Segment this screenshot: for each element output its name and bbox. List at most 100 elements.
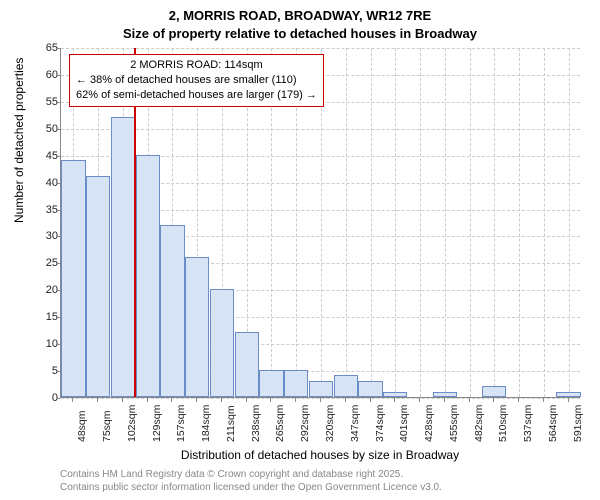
x-tick-mark	[518, 398, 519, 402]
y-tick-mark	[56, 371, 60, 372]
x-tick-label: 102sqm	[126, 405, 138, 442]
x-tick-label: 374sqm	[374, 405, 386, 442]
x-tick-mark	[196, 398, 197, 402]
bar	[86, 176, 110, 397]
bar	[383, 392, 407, 397]
bar	[334, 375, 358, 397]
gridline-v	[519, 48, 520, 397]
y-tick-mark	[56, 102, 60, 103]
y-tick-label: 55	[38, 96, 58, 108]
y-tick-mark	[56, 156, 60, 157]
y-tick-mark	[56, 398, 60, 399]
y-tick-label: 65	[38, 42, 58, 54]
y-tick-mark	[56, 317, 60, 318]
y-tick-mark	[56, 48, 60, 49]
x-tick-mark	[72, 398, 73, 402]
y-tick-mark	[56, 210, 60, 211]
callout-line-1: 2 MORRIS ROAD: 114sqm	[76, 58, 317, 73]
x-tick-label: 238sqm	[250, 405, 262, 442]
y-tick-label: 45	[38, 150, 58, 162]
x-tick-mark	[543, 398, 544, 402]
x-tick-label: 265sqm	[274, 405, 286, 442]
x-tick-mark	[97, 398, 98, 402]
bar	[160, 225, 184, 397]
y-tick-mark	[56, 129, 60, 130]
y-tick-label: 40	[38, 177, 58, 189]
y-tick-label: 60	[38, 69, 58, 81]
gridline-v	[494, 48, 495, 397]
bar	[259, 370, 283, 397]
gridline-v	[420, 48, 421, 397]
y-tick-label: 15	[38, 311, 58, 323]
x-tick-label: 510sqm	[497, 405, 509, 442]
x-tick-label: 292sqm	[299, 405, 311, 442]
y-tick-label: 30	[38, 230, 58, 242]
x-tick-mark	[122, 398, 123, 402]
y-tick-label: 20	[38, 284, 58, 296]
callout-line-3: 62% of semi-detached houses are larger (…	[76, 88, 317, 103]
x-tick-label: 184sqm	[200, 405, 212, 442]
bar	[284, 370, 308, 397]
x-tick-label: 347sqm	[349, 405, 361, 442]
x-tick-label: 455sqm	[448, 405, 460, 442]
x-tick-mark	[370, 398, 371, 402]
x-tick-label: 401sqm	[398, 405, 410, 442]
y-axis-label: Number of detached properties	[12, 58, 26, 223]
x-tick-label: 482sqm	[473, 405, 485, 442]
x-tick-label: 564sqm	[547, 405, 559, 442]
chart-title-line-1: 2, MORRIS ROAD, BROADWAY, WR12 7RE	[0, 8, 600, 23]
y-tick-mark	[56, 344, 60, 345]
y-tick-label: 5	[38, 365, 58, 377]
x-axis-label: Distribution of detached houses by size …	[60, 448, 580, 462]
x-tick-label: 75sqm	[101, 410, 113, 442]
x-tick-mark	[493, 398, 494, 402]
x-tick-label: 537sqm	[522, 405, 534, 442]
chart-container: 2, MORRIS ROAD, BROADWAY, WR12 7RE Size …	[0, 0, 600, 500]
y-tick-mark	[56, 183, 60, 184]
y-tick-label: 35	[38, 204, 58, 216]
y-tick-mark	[56, 263, 60, 264]
gridline-v	[445, 48, 446, 397]
bar	[482, 386, 506, 397]
x-tick-label: 211sqm	[225, 405, 237, 442]
bar	[358, 381, 382, 397]
x-tick-mark	[246, 398, 247, 402]
gridline-v	[371, 48, 372, 397]
x-tick-label: 157sqm	[175, 405, 187, 442]
gridline-v	[569, 48, 570, 397]
bar	[433, 392, 457, 397]
callout-line-2: ← 38% of detached houses are smaller (11…	[76, 73, 317, 88]
x-tick-mark	[419, 398, 420, 402]
y-tick-mark	[56, 290, 60, 291]
gridline-v	[470, 48, 471, 397]
bar	[185, 257, 209, 397]
x-tick-label: 428sqm	[423, 405, 435, 442]
x-tick-mark	[270, 398, 271, 402]
y-tick-label: 25	[38, 257, 58, 269]
bar	[61, 160, 85, 397]
x-tick-mark	[444, 398, 445, 402]
attribution-text: Contains HM Land Registry data © Crown c…	[60, 468, 442, 494]
x-tick-mark	[568, 398, 569, 402]
attribution-line-1: Contains HM Land Registry data © Crown c…	[60, 468, 442, 481]
gridline-v	[346, 48, 347, 397]
chart-title-line-2: Size of property relative to detached ho…	[0, 26, 600, 41]
x-tick-mark	[345, 398, 346, 402]
plot-area: 2 MORRIS ROAD: 114sqm← 38% of detached h…	[60, 48, 580, 398]
bar	[136, 155, 160, 397]
x-tick-label: 320sqm	[324, 405, 336, 442]
y-tick-mark	[56, 75, 60, 76]
y-tick-mark	[56, 236, 60, 237]
x-tick-mark	[221, 398, 222, 402]
x-tick-mark	[295, 398, 296, 402]
bar	[235, 332, 259, 397]
gridline-v	[544, 48, 545, 397]
x-tick-mark	[394, 398, 395, 402]
x-tick-mark	[171, 398, 172, 402]
y-tick-label: 50	[38, 123, 58, 135]
y-tick-label: 10	[38, 338, 58, 350]
x-tick-mark	[469, 398, 470, 402]
attribution-line-2: Contains public sector information licen…	[60, 481, 442, 494]
x-tick-mark	[147, 398, 148, 402]
y-tick-label: 0	[38, 392, 58, 404]
